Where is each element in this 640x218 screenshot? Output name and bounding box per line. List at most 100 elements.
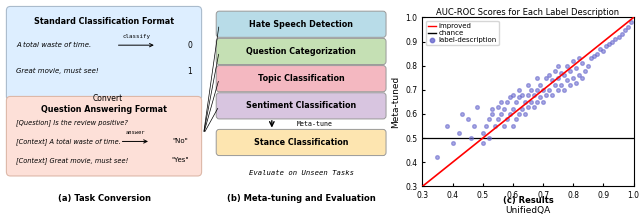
label-description <box>511 117 521 121</box>
label-description <box>535 95 545 99</box>
label-description <box>565 83 575 87</box>
label-description <box>535 83 545 87</box>
label-description <box>508 93 518 96</box>
label-description <box>514 112 524 116</box>
Text: Question Answering Format: Question Answering Format <box>41 105 167 114</box>
label-description <box>493 117 503 121</box>
label-description <box>580 69 591 72</box>
label-description <box>592 52 602 55</box>
label-description <box>571 81 581 84</box>
label-description <box>502 117 512 121</box>
label-description <box>456 112 467 116</box>
label-description <box>505 112 515 116</box>
label-description <box>586 57 596 60</box>
label-description <box>481 124 491 128</box>
label-description <box>520 100 530 104</box>
Legend: improved, chance, label-description: improved, chance, label-description <box>426 21 499 45</box>
label-description <box>547 78 557 82</box>
label-description <box>484 136 494 140</box>
label-description <box>565 69 575 72</box>
FancyBboxPatch shape <box>216 38 386 65</box>
label-description <box>553 76 563 80</box>
label-description <box>529 93 539 96</box>
label-description <box>611 37 621 41</box>
label-description <box>477 141 488 145</box>
FancyBboxPatch shape <box>6 96 202 176</box>
label-description <box>562 78 572 82</box>
Text: Question Categorization: Question Categorization <box>246 47 356 56</box>
label-description <box>568 59 579 63</box>
Text: Great movie, must see!: Great movie, must see! <box>16 68 99 74</box>
label-description <box>625 20 636 24</box>
Text: Convert: Convert <box>92 94 122 103</box>
FancyBboxPatch shape <box>216 93 386 119</box>
label-description <box>550 83 560 87</box>
label-description <box>433 156 443 159</box>
label-description <box>568 76 579 80</box>
label-description <box>595 47 605 51</box>
label-description <box>571 66 581 70</box>
label-description <box>613 35 623 39</box>
Text: "Yes": "Yes" <box>172 157 189 163</box>
label-description <box>556 71 566 75</box>
label-description <box>505 95 515 99</box>
label-description <box>553 88 563 92</box>
label-description <box>468 124 479 128</box>
FancyBboxPatch shape <box>6 7 202 101</box>
label-description <box>562 64 572 67</box>
label-description <box>496 100 506 104</box>
label-description <box>553 64 563 67</box>
Text: classify: classify <box>122 34 150 39</box>
Text: Topic Classification: Topic Classification <box>258 74 344 83</box>
label-description <box>477 131 488 135</box>
X-axis label: UnifiedQA: UnifiedQA <box>506 206 550 215</box>
label-description <box>526 100 536 104</box>
label-description <box>583 64 593 67</box>
Text: Sentiment Classification: Sentiment Classification <box>246 101 356 110</box>
label-description <box>511 100 521 104</box>
label-description <box>493 105 503 109</box>
label-description <box>508 124 518 128</box>
label-description <box>544 88 554 92</box>
label-description <box>442 124 452 128</box>
label-description <box>490 124 500 128</box>
label-description <box>604 42 614 46</box>
Text: Standard Classification Format: Standard Classification Format <box>34 17 174 26</box>
label-description <box>532 100 542 104</box>
label-description <box>499 124 509 128</box>
Text: [Question] Is the review positive?: [Question] Is the review positive? <box>16 119 128 126</box>
label-description <box>517 107 527 111</box>
label-description <box>577 61 588 65</box>
label-description <box>523 93 533 96</box>
label-description <box>514 88 524 92</box>
FancyBboxPatch shape <box>216 66 386 92</box>
Text: (c) Results: (c) Results <box>502 196 554 205</box>
label-description <box>514 95 524 99</box>
label-description <box>520 112 530 116</box>
Text: A total waste of time.: A total waste of time. <box>16 42 92 48</box>
label-description <box>550 69 560 72</box>
Text: Meta-tune: Meta-tune <box>297 121 333 127</box>
label-description <box>523 105 533 109</box>
Text: Stance Classification: Stance Classification <box>254 138 348 147</box>
label-description <box>574 57 584 60</box>
label-description <box>484 117 494 121</box>
Text: [Context] Great movie, must see!: [Context] Great movie, must see! <box>16 157 129 164</box>
label-description <box>559 74 570 77</box>
Text: (a) Task Conversion: (a) Task Conversion <box>58 194 150 203</box>
label-description <box>620 28 630 31</box>
Text: Evaluate on Unseen Tasks: Evaluate on Unseen Tasks <box>248 170 354 176</box>
label-description <box>508 107 518 111</box>
label-description <box>538 88 548 92</box>
label-description <box>496 112 506 116</box>
Text: "No": "No" <box>172 138 188 145</box>
label-description <box>598 49 609 53</box>
FancyBboxPatch shape <box>216 129 386 156</box>
label-description <box>472 105 482 109</box>
label-description <box>499 107 509 111</box>
label-description <box>589 54 600 58</box>
Text: Hate Speech Detection: Hate Speech Detection <box>249 20 353 29</box>
Text: [Context] A total waste of time.: [Context] A total waste of time. <box>16 138 121 145</box>
Text: 1: 1 <box>188 67 192 76</box>
label-description <box>616 32 627 36</box>
